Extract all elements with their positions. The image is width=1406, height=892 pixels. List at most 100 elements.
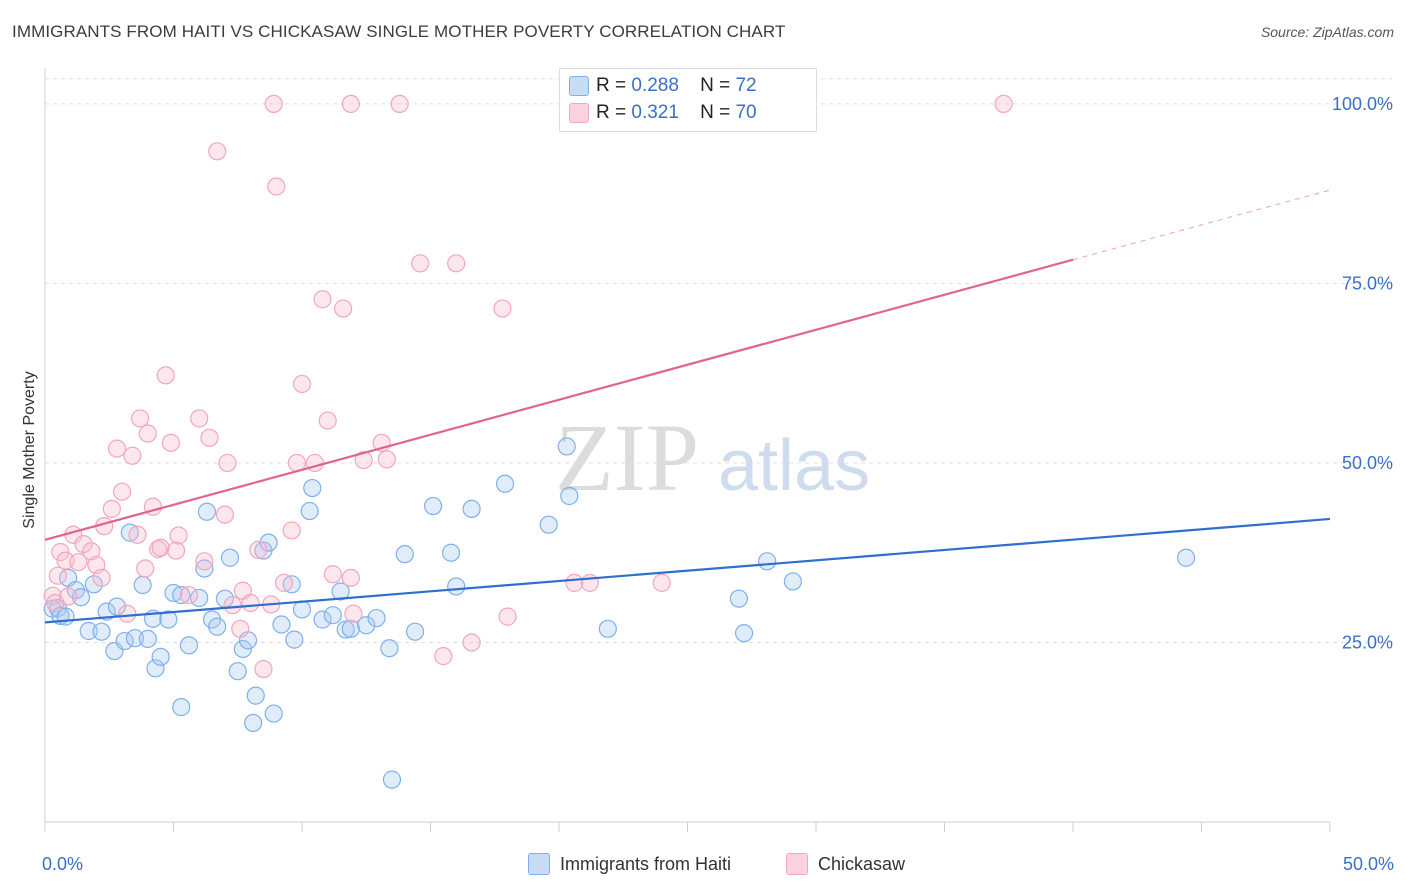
y-tick-label: 100.0%	[1332, 94, 1393, 114]
source-credit: Source: ZipAtlas.com	[1260, 24, 1394, 40]
haiti-point	[97, 602, 116, 621]
haiti-point	[734, 624, 754, 643]
correlation-legend: R = 0.288 N = 72 R = 0.321 N = 70	[559, 68, 817, 132]
chickasaw-point	[231, 619, 250, 638]
haiti-point	[380, 639, 399, 658]
haiti-point	[264, 704, 283, 723]
trend-layer	[44, 189, 1331, 624]
chickasaw-point	[652, 573, 671, 592]
chickasaw-point	[318, 411, 337, 430]
legend-r-label: R =	[596, 75, 627, 96]
chickasaw-point	[74, 534, 93, 554]
chickasaw-point	[43, 586, 62, 605]
chickasaw-point	[102, 499, 121, 519]
series-legend-haiti[interactable]: Immigrants from Haiti	[528, 851, 731, 877]
watermark-atlas: atlas	[718, 426, 870, 506]
haiti-point	[331, 582, 350, 601]
axis-layer: 25.0% 50.0% 75.0% 100.0% 0.0% 50.0%	[42, 68, 1394, 874]
series-label-haiti: Immigrants from Haiti	[560, 853, 732, 874]
chickasaw-point	[241, 593, 260, 613]
haiti-point	[172, 698, 191, 717]
chickasaw-point	[69, 552, 88, 572]
legend-r-value-haiti: 0.288	[631, 75, 679, 96]
haiti-point	[557, 437, 576, 456]
chickasaw-trend-line	[44, 258, 1074, 541]
series-swatch-chickasaw	[786, 853, 808, 875]
legend-n-value-chickasaw: 70	[735, 102, 757, 123]
chickasaw-point	[82, 542, 101, 561]
chickasaw-point	[107, 439, 127, 458]
y-tick-label: 50.0%	[1342, 453, 1393, 473]
haiti-point	[423, 496, 443, 516]
legend-n-label: N =	[700, 75, 731, 96]
haiti-point	[92, 622, 111, 641]
legend-row-chickasaw: R = 0.321 N = 70	[569, 101, 757, 125]
chickasaw-point	[179, 585, 199, 605]
legend-n-value-haiti: 72	[735, 75, 757, 96]
chickasaw-point	[264, 94, 283, 114]
chickasaw-point	[493, 299, 512, 318]
legend-n-label: N =	[700, 102, 731, 123]
series-legend-chickasaw[interactable]: Chickasaw	[786, 851, 905, 877]
chickasaw-point	[254, 659, 273, 679]
haiti-point	[151, 647, 170, 666]
chickasaw-point	[190, 409, 209, 428]
chickasaw-trend-extension	[1072, 189, 1331, 261]
haiti-point	[79, 621, 98, 641]
haiti-point	[220, 548, 240, 567]
chart-title: IMMIGRANTS FROM HAITI VS CHICKASAW SINGL…	[12, 22, 786, 41]
chickasaw-point	[434, 647, 453, 666]
haiti-point	[367, 608, 386, 628]
haiti-point	[146, 659, 165, 678]
haiti-point	[382, 770, 402, 789]
haiti-point	[300, 501, 319, 521]
haiti-point	[159, 610, 178, 629]
chickasaw-point	[323, 565, 342, 584]
y-axis-label: Single Mother Poverty	[21, 371, 38, 528]
chickasaw-point	[200, 428, 219, 447]
haiti-point	[783, 572, 802, 591]
chickasaw-point	[498, 607, 517, 626]
chickasaw-point	[344, 604, 363, 623]
legend-swatch-chickasaw	[569, 103, 589, 123]
haiti-point	[197, 502, 217, 521]
haiti-point	[244, 713, 263, 733]
chickasaw-point	[138, 424, 157, 443]
chickasaw-point	[313, 290, 332, 309]
haiti-point	[303, 478, 322, 498]
chickasaw-point	[156, 366, 175, 385]
haiti-point	[405, 622, 425, 641]
chickasaw-point	[334, 299, 353, 318]
chickasaw-point	[249, 540, 268, 559]
chickasaw-point	[565, 573, 584, 592]
y-tick-label: 75.0%	[1342, 273, 1393, 293]
haiti-point	[292, 600, 312, 619]
legend-r-label: R =	[596, 102, 627, 123]
haiti-point	[447, 577, 466, 596]
chickasaw-point	[390, 94, 409, 114]
chickasaw-point	[130, 409, 150, 428]
haiti-point	[598, 619, 617, 638]
chickasaw-point	[377, 450, 396, 469]
chickasaw-point	[112, 482, 132, 501]
chickasaw-point	[151, 538, 170, 557]
haiti-point	[323, 606, 342, 625]
series-swatch-haiti	[528, 853, 550, 875]
chickasaw-point	[994, 94, 1013, 114]
chickasaw-point	[411, 254, 430, 273]
chickasaw-point	[462, 633, 481, 652]
series-label-chickasaw: Chickasaw	[818, 853, 906, 874]
haiti-point	[282, 575, 301, 594]
haiti-point	[441, 543, 461, 562]
haiti-point	[125, 629, 145, 648]
chickasaw-point	[195, 552, 214, 571]
haiti-point	[208, 617, 227, 636]
haiti-point	[758, 552, 777, 571]
chickasaw-point	[123, 446, 142, 465]
haiti-point	[539, 515, 558, 534]
haiti-point	[71, 588, 91, 607]
haiti-point	[133, 575, 152, 595]
chickasaw-point	[223, 596, 242, 615]
haiti-point	[107, 597, 127, 616]
chickasaw-point	[169, 526, 188, 545]
